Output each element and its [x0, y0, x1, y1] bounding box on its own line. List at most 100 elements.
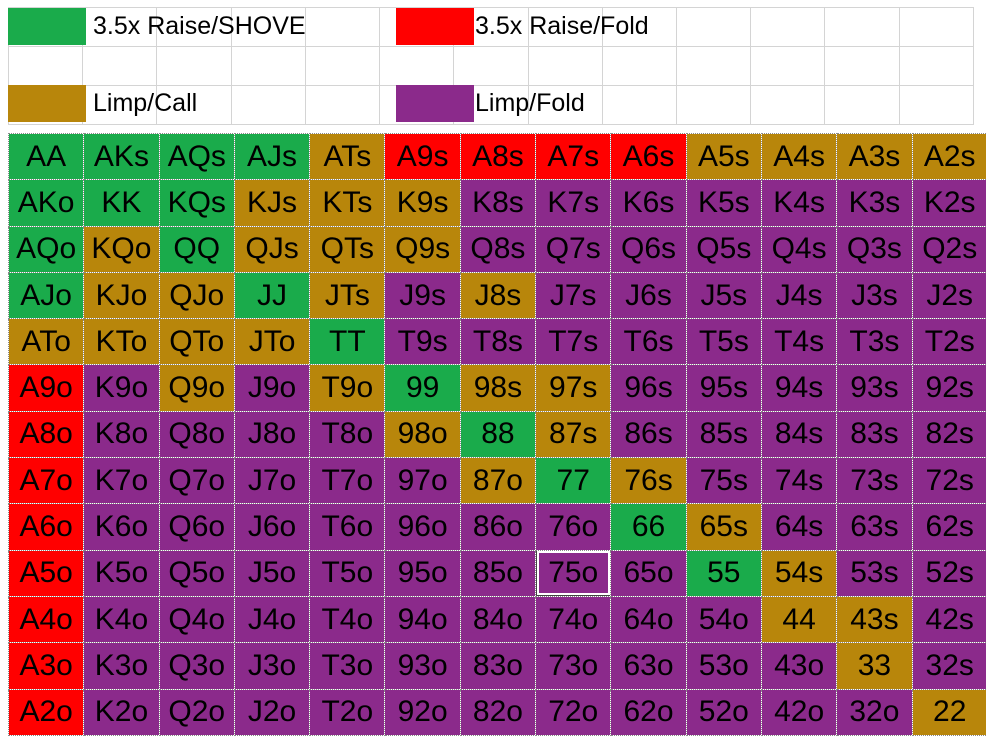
hand-cell-t9s[interactable]: T9s [385, 319, 460, 365]
hand-cell-84o[interactable]: 84o [460, 596, 535, 642]
hand-cell-32s[interactable]: 32s [912, 643, 986, 689]
hand-cell-j2o[interactable]: J2o [234, 689, 309, 735]
hand-cell-a6s[interactable]: A6s [611, 134, 686, 180]
hand-cell-85s[interactable]: 85s [686, 411, 761, 457]
hand-cell-62s[interactable]: 62s [912, 504, 986, 550]
hand-cell-t5o[interactable]: T5o [310, 550, 385, 596]
hand-cell-94s[interactable]: 94s [761, 365, 836, 411]
hand-cell-kqo[interactable]: KQo [84, 226, 159, 272]
hand-cell-j7o[interactable]: J7o [234, 458, 309, 504]
hand-cell-tt[interactable]: TT [310, 319, 385, 365]
hand-cell-55[interactable]: 55 [686, 550, 761, 596]
hand-cell-k4o[interactable]: K4o [84, 596, 159, 642]
hand-cell-j4s[interactable]: J4s [761, 272, 836, 318]
hand-cell-q2o[interactable]: Q2o [159, 689, 234, 735]
hand-cell-jj[interactable]: JJ [234, 272, 309, 318]
hand-cell-a3s[interactable]: A3s [837, 134, 912, 180]
hand-cell-63o[interactable]: 63o [611, 643, 686, 689]
hand-cell-85o[interactable]: 85o [460, 550, 535, 596]
hand-cell-t8s[interactable]: T8s [460, 319, 535, 365]
hand-cell-aqo[interactable]: AQo [9, 226, 84, 272]
hand-cell-97s[interactable]: 97s [536, 365, 611, 411]
hand-cell-k8o[interactable]: K8o [84, 411, 159, 457]
hand-cell-q4s[interactable]: Q4s [761, 226, 836, 272]
hand-cell-82s[interactable]: 82s [912, 411, 986, 457]
hand-cell-aa[interactable]: AA [9, 134, 84, 180]
hand-cell-j9s[interactable]: J9s [385, 272, 460, 318]
hand-cell-44[interactable]: 44 [761, 596, 836, 642]
hand-cell-j5s[interactable]: J5s [686, 272, 761, 318]
hand-cell-93s[interactable]: 93s [837, 365, 912, 411]
hand-cell-65o[interactable]: 65o [611, 550, 686, 596]
hand-cell-j4o[interactable]: J4o [234, 596, 309, 642]
hand-cell-kjo[interactable]: KJo [84, 272, 159, 318]
hand-cell-q9o[interactable]: Q9o [159, 365, 234, 411]
hand-cell-qq[interactable]: QQ [159, 226, 234, 272]
hand-cell-96o[interactable]: 96o [385, 504, 460, 550]
hand-cell-98s[interactable]: 98s [460, 365, 535, 411]
hand-cell-t7o[interactable]: T7o [310, 458, 385, 504]
hand-cell-q5s[interactable]: Q5s [686, 226, 761, 272]
hand-cell-98o[interactable]: 98o [385, 411, 460, 457]
hand-cell-q3o[interactable]: Q3o [159, 643, 234, 689]
hand-cell-t4o[interactable]: T4o [310, 596, 385, 642]
hand-cell-q8s[interactable]: Q8s [460, 226, 535, 272]
hand-cell-a6o[interactable]: A6o [9, 504, 84, 550]
hand-cell-52o[interactable]: 52o [686, 689, 761, 735]
hand-cell-t4s[interactable]: T4s [761, 319, 836, 365]
hand-cell-95o[interactable]: 95o [385, 550, 460, 596]
hand-cell-86s[interactable]: 86s [611, 411, 686, 457]
hand-cell-83s[interactable]: 83s [837, 411, 912, 457]
hand-cell-t3o[interactable]: T3o [310, 643, 385, 689]
hand-cell-a3o[interactable]: A3o [9, 643, 84, 689]
hand-cell-k9o[interactable]: K9o [84, 365, 159, 411]
hand-cell-87o[interactable]: 87o [460, 458, 535, 504]
hand-cell-99[interactable]: 99 [385, 365, 460, 411]
hand-cell-q7s[interactable]: Q7s [536, 226, 611, 272]
hand-cell-ato[interactable]: ATo [9, 319, 84, 365]
hand-cell-j2s[interactable]: J2s [912, 272, 986, 318]
hand-cell-k6o[interactable]: K6o [84, 504, 159, 550]
hand-cell-a5o[interactable]: A5o [9, 550, 84, 596]
hand-cell-72o[interactable]: 72o [536, 689, 611, 735]
hand-cell-k2o[interactable]: K2o [84, 689, 159, 735]
hand-cell-qts[interactable]: QTs [310, 226, 385, 272]
hand-cell-83o[interactable]: 83o [460, 643, 535, 689]
hand-cell-k7o[interactable]: K7o [84, 458, 159, 504]
hand-cell-j5o[interactable]: J5o [234, 550, 309, 596]
hand-cell-q9s[interactable]: Q9s [385, 226, 460, 272]
hand-cell-87s[interactable]: 87s [536, 411, 611, 457]
hand-cell-66[interactable]: 66 [611, 504, 686, 550]
hand-cell-k8s[interactable]: K8s [460, 180, 535, 226]
hand-cell-75s[interactable]: 75s [686, 458, 761, 504]
hand-cell-a9s[interactable]: A9s [385, 134, 460, 180]
hand-cell-k6s[interactable]: K6s [611, 180, 686, 226]
hand-cell-a4o[interactable]: A4o [9, 596, 84, 642]
hand-cell-74s[interactable]: 74s [761, 458, 836, 504]
hand-cell-86o[interactable]: 86o [460, 504, 535, 550]
hand-cell-j6s[interactable]: J6s [611, 272, 686, 318]
hand-cell-a5s[interactable]: A5s [686, 134, 761, 180]
hand-cell-97o[interactable]: 97o [385, 458, 460, 504]
hand-cell-a7s[interactable]: A7s [536, 134, 611, 180]
hand-cell-j8s[interactable]: J8s [460, 272, 535, 318]
hand-cell-96s[interactable]: 96s [611, 365, 686, 411]
hand-cell-43s[interactable]: 43s [837, 596, 912, 642]
hand-cell-t9o[interactable]: T9o [310, 365, 385, 411]
hand-cell-j3s[interactable]: J3s [837, 272, 912, 318]
hand-cell-53s[interactable]: 53s [837, 550, 912, 596]
hand-cell-q3s[interactable]: Q3s [837, 226, 912, 272]
hand-cell-93o[interactable]: 93o [385, 643, 460, 689]
hand-cell-77[interactable]: 77 [536, 458, 611, 504]
hand-cell-j7s[interactable]: J7s [536, 272, 611, 318]
hand-cell-ats[interactable]: ATs [310, 134, 385, 180]
hand-cell-a2o[interactable]: A2o [9, 689, 84, 735]
hand-cell-t3s[interactable]: T3s [837, 319, 912, 365]
hand-cell-73s[interactable]: 73s [837, 458, 912, 504]
hand-cell-a7o[interactable]: A7o [9, 458, 84, 504]
hand-cell-72s[interactable]: 72s [912, 458, 986, 504]
hand-cell-q5o[interactable]: Q5o [159, 550, 234, 596]
hand-cell-a8o[interactable]: A8o [9, 411, 84, 457]
hand-cell-32o[interactable]: 32o [837, 689, 912, 735]
hand-cell-q2s[interactable]: Q2s [912, 226, 986, 272]
